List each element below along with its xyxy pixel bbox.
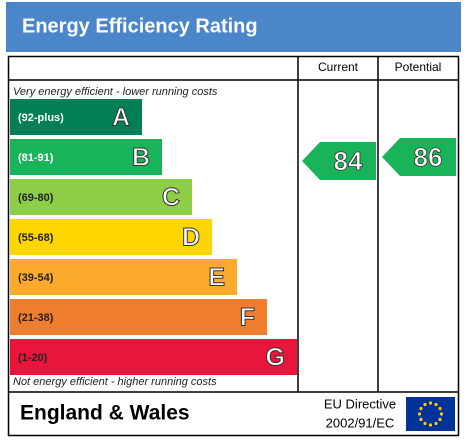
column-header: Potential xyxy=(395,60,442,74)
rating-value: 84 xyxy=(334,146,363,176)
band xyxy=(10,139,162,175)
band-letter: C xyxy=(162,184,180,212)
band xyxy=(10,219,212,255)
band-letter: B xyxy=(132,144,150,172)
top-note: Very energy efficient - lower running co… xyxy=(13,86,218,98)
band xyxy=(10,299,267,335)
flag-star xyxy=(438,406,442,411)
flag-star xyxy=(428,423,433,427)
band-letter: A xyxy=(112,104,130,132)
band xyxy=(10,179,192,215)
band-letter: E xyxy=(208,264,225,292)
band-range: (21-38) xyxy=(18,312,54,324)
eu-flag xyxy=(406,397,455,431)
flag-star xyxy=(419,417,423,422)
rating-value: 86 xyxy=(414,142,443,172)
rating-arrow xyxy=(382,138,456,176)
band-range: (1-20) xyxy=(18,352,48,364)
flag-star xyxy=(434,421,438,426)
band-range: (55-68) xyxy=(18,232,54,244)
flag-star xyxy=(423,421,427,426)
frame xyxy=(7,55,460,437)
band-range: (39-54) xyxy=(18,272,54,284)
flag-star xyxy=(434,402,438,407)
title: Energy Efficiency Rating xyxy=(22,15,258,37)
band-letter: F xyxy=(240,304,255,332)
band-range: (81-91) xyxy=(18,152,54,164)
flag-star xyxy=(423,402,427,407)
flag-star xyxy=(417,412,422,416)
rating-arrow xyxy=(302,142,376,180)
flag-star xyxy=(419,406,423,411)
band-letter: G xyxy=(266,344,285,372)
directive: EU Directive xyxy=(324,396,396,411)
title-bar xyxy=(6,2,461,52)
band-letter: D xyxy=(182,224,200,252)
band-range: (69-80) xyxy=(18,192,54,204)
flag-star xyxy=(428,401,433,405)
flag-star xyxy=(439,412,444,416)
bottom-note: Not energy efficient - higher running co… xyxy=(13,376,217,388)
band-range: (92-plus) xyxy=(18,112,64,124)
flag-star xyxy=(438,417,442,422)
band xyxy=(10,339,297,375)
column-header: Current xyxy=(318,60,359,74)
region: England & Wales xyxy=(20,402,190,425)
band xyxy=(10,99,142,135)
directive: 2002/91/EC xyxy=(326,415,395,430)
band xyxy=(10,259,237,295)
